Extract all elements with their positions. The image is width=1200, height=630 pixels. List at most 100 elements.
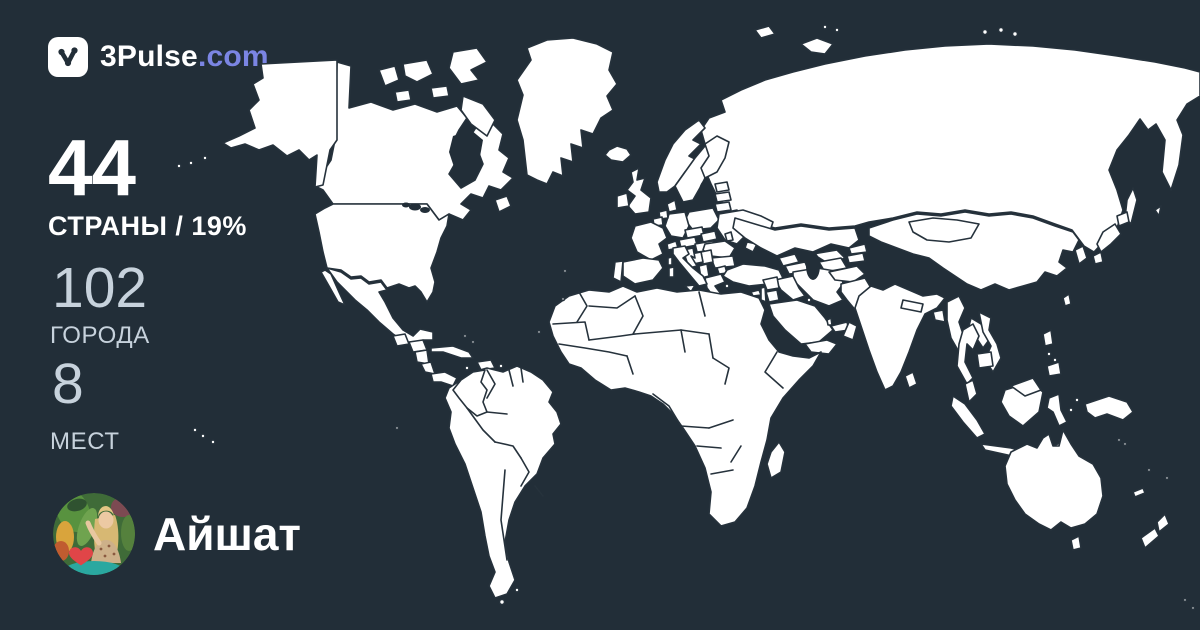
country-iraq xyxy=(774,275,806,301)
island-svalbard xyxy=(754,25,776,39)
island-falklands xyxy=(514,587,520,593)
island-bahamas-2 xyxy=(470,339,476,345)
border-angola-zambia xyxy=(680,425,710,429)
continent-south-america xyxy=(444,365,562,599)
island-canary xyxy=(560,296,566,302)
country-israel xyxy=(760,286,767,303)
region-baja xyxy=(320,269,346,306)
island-hawaii-1 xyxy=(192,427,198,433)
country-bangladesh xyxy=(932,309,946,323)
island-aleutian-2 xyxy=(188,160,194,166)
island-sardinia xyxy=(668,266,675,278)
border-mauritania xyxy=(552,321,590,341)
border-botswana-sa xyxy=(710,469,734,475)
island-new-guinea xyxy=(1084,395,1134,421)
border-algeria-east xyxy=(588,295,636,309)
caspian-sea xyxy=(806,252,820,280)
border-algeria-libya xyxy=(632,295,644,335)
world-map xyxy=(176,24,1200,611)
country-usa xyxy=(314,203,450,303)
country-afghanistan xyxy=(828,265,866,283)
island-azores xyxy=(562,268,568,274)
logo-text: 3Pulse.com xyxy=(100,40,269,74)
island-arctic-1 xyxy=(981,28,989,36)
border-libya-egypt xyxy=(698,291,706,317)
places-label: МЕСТ xyxy=(50,428,120,455)
island-puerto-rico xyxy=(498,363,504,369)
country-qatar xyxy=(826,317,833,326)
country-greenland xyxy=(516,37,618,185)
island-tierra-del-fuego xyxy=(498,598,506,606)
border-sudan-south xyxy=(708,333,714,359)
countries-count: 44 xyxy=(48,123,136,212)
island-arctic-3 xyxy=(1011,30,1019,38)
country-slovakia xyxy=(700,230,718,243)
island-polynesia-1 xyxy=(1182,597,1188,603)
country-kyrgyzstan xyxy=(848,243,868,255)
region-malaysia-borneo xyxy=(1010,377,1042,397)
border-peru xyxy=(466,407,496,443)
country-finland xyxy=(700,135,730,179)
country-thailand xyxy=(956,323,980,385)
great-lake-1 xyxy=(409,203,421,211)
island-arctic-5 xyxy=(834,27,840,33)
country-tajikistan xyxy=(846,252,866,264)
border-chad-sudan xyxy=(680,329,686,353)
great-lake-2 xyxy=(420,207,430,213)
country-japan-hokkaido xyxy=(1116,211,1130,227)
border-colombia-brazil xyxy=(486,411,508,415)
country-jordan xyxy=(765,289,780,303)
island-jamaica xyxy=(464,365,470,371)
country-oman xyxy=(842,321,858,341)
logo-brand: 3Pulse xyxy=(100,40,198,73)
country-vietnam xyxy=(978,311,1002,373)
border-zimbabwe xyxy=(730,445,742,463)
island-sulawesi xyxy=(1046,393,1068,427)
continent-africa xyxy=(548,285,822,527)
country-mongolia xyxy=(908,217,980,243)
country-canada xyxy=(316,61,514,221)
country-india xyxy=(854,283,946,391)
island-newfoundland xyxy=(494,195,512,213)
island-bahamas-1 xyxy=(462,333,468,339)
country-nicaragua xyxy=(414,349,430,365)
border-tanzania xyxy=(708,419,734,429)
island-tasmania xyxy=(1070,535,1082,551)
country-moldova xyxy=(724,231,734,242)
countries-label: СТРАНЫ / 19% xyxy=(48,211,247,241)
island-mindanao xyxy=(1046,361,1062,377)
baltic-sea xyxy=(699,180,713,204)
island-arctic-4 xyxy=(822,24,828,30)
island-baffin xyxy=(460,95,496,137)
island-new-caledonia xyxy=(1132,487,1146,498)
border-ethiopia xyxy=(712,357,730,385)
island-sicily xyxy=(684,284,696,293)
island-banks xyxy=(378,65,400,87)
border-namibia-botswana xyxy=(696,445,722,449)
island-arctic-6 xyxy=(430,85,450,99)
island-arctic-7 xyxy=(394,89,412,103)
border-congo xyxy=(652,393,682,427)
island-hawaii-3 xyxy=(210,439,216,445)
island-hawaii-2 xyxy=(200,433,206,439)
country-russia xyxy=(700,43,1200,253)
country-italy xyxy=(672,245,708,287)
country-sri-lanka xyxy=(904,371,918,389)
island-kuril xyxy=(1154,205,1162,217)
user-name: Айшат xyxy=(153,508,301,560)
country-germany xyxy=(664,211,690,239)
border-peru-bolivia xyxy=(494,441,522,459)
island-moluccas-2 xyxy=(1074,397,1080,403)
country-spain xyxy=(622,257,664,285)
island-vanuatu xyxy=(1146,467,1152,473)
country-kuwait xyxy=(806,297,812,303)
border-suriname xyxy=(520,367,524,383)
country-saudi-arabia xyxy=(768,299,834,345)
border-morocco-algeria xyxy=(576,291,588,323)
logo: 3Pulse.com xyxy=(48,37,269,77)
country-nepal xyxy=(900,299,924,313)
country-yemen xyxy=(804,339,838,355)
country-panama xyxy=(430,371,458,387)
great-lake-3 xyxy=(402,202,410,208)
country-malaysia xyxy=(964,379,978,403)
